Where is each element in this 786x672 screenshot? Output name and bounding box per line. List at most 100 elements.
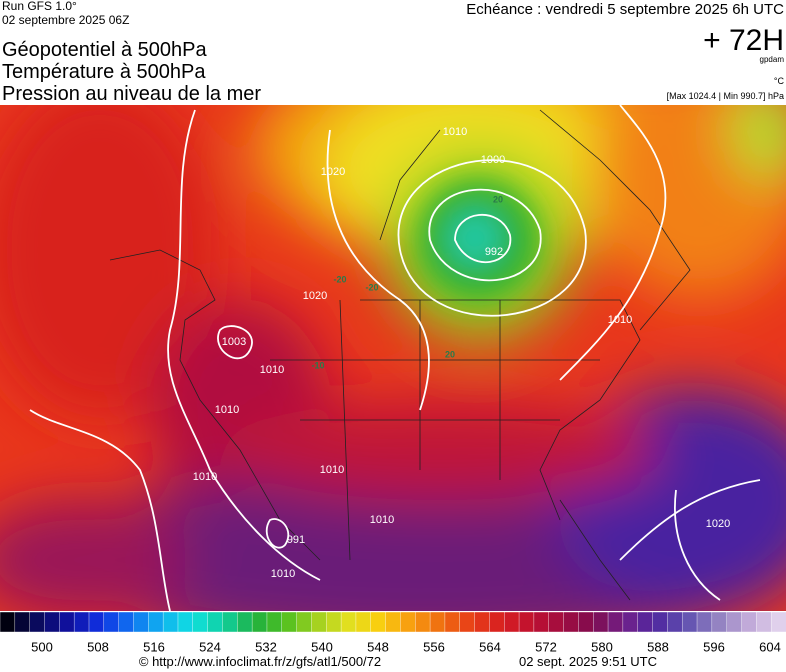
title-line: Géopotentiel à 500hPa (2, 39, 207, 61)
isoline-label: 20 (445, 349, 455, 359)
colorbar-swatch (681, 611, 698, 633)
colorbar-swatch (192, 611, 209, 633)
colorbar-swatch (474, 611, 491, 633)
isoline-label: 991 (287, 534, 305, 546)
colorbar-swatch (370, 611, 387, 633)
title-line: Pression au niveau de la mer (2, 83, 261, 105)
isoline-label: 1010 (370, 514, 394, 526)
lead-time: + 72H (703, 24, 784, 57)
colorbar-swatch (711, 611, 728, 633)
colorbar-swatch (696, 611, 713, 633)
colorbar-swatch (652, 611, 669, 633)
colorbar-swatch (177, 611, 194, 633)
colorbar-swatch (281, 611, 298, 633)
colorbar-swatch (756, 611, 772, 633)
isoline-label: 1020 (706, 518, 730, 530)
map-field (0, 105, 786, 611)
colorbar-swatch (88, 611, 105, 633)
colorbar-tick-label: 580 (591, 639, 613, 654)
colorbar-swatch (459, 611, 476, 633)
isoline-label: -20 (333, 274, 346, 284)
isoline-label: 1020 (303, 290, 327, 302)
colorbar-swatch (415, 611, 431, 633)
colorbar-swatch (340, 611, 357, 633)
colorbar-tick-label: 508 (87, 639, 109, 654)
colorbar-swatch (222, 611, 238, 633)
colorbar-swatch (296, 611, 313, 633)
forecast-time: Echéance : vendredi 5 septembre 2025 6h … (466, 1, 784, 18)
colorbar: 500 508 516 524 532 540 548 556 564 572 580 588 596 6… (0, 611, 786, 654)
colorbar-swatch (326, 611, 342, 633)
colorbar-tick-label: 556 (423, 639, 445, 654)
colorbar-swatch (667, 611, 683, 633)
isoline-label: 992 (485, 246, 503, 258)
colorbar-swatch (637, 611, 654, 633)
colorbar-swatch (207, 611, 224, 633)
colorbar-tick-label: 572 (535, 639, 557, 654)
colorbar-tick-label: 516 (143, 639, 165, 654)
isoline-label: 1010 (443, 126, 467, 138)
unit-gpdam: gpdam (760, 55, 785, 64)
colorbar-swatch (726, 611, 743, 633)
run-date: 02 septembre 2025 06Z (2, 13, 129, 27)
colorbar-swatch (741, 611, 758, 633)
isoline-label: -10 (311, 360, 324, 370)
colorbar-tick-label: 500 (31, 639, 53, 654)
colorbar-tick-label: 596 (703, 639, 725, 654)
colorbar-swatch (770, 611, 786, 633)
isoline-label: 1010 (260, 364, 284, 376)
timestamp: 02 sept. 2025 9:51 UTC (519, 654, 657, 669)
colorbar-swatch (103, 611, 120, 633)
colorbar-swatch (251, 611, 268, 633)
unit-celsius: °C (774, 76, 785, 86)
pressure-range: [Max 1024.4 | Min 990.7] hPa (667, 91, 784, 101)
isoline-label: 1010 (215, 404, 239, 416)
header: Run GFS 1.0° 02 septembre 2025 06Z Géopo… (2, 0, 784, 105)
colorbar-swatch (593, 611, 609, 633)
colorbar-swatch (133, 611, 150, 633)
isoline-label: 1010 (271, 568, 295, 580)
isoline-label: -20 (365, 282, 378, 292)
isoline-label: 1020 (321, 166, 345, 178)
colorbar-swatch (607, 611, 624, 633)
isoline-label: 20 (493, 194, 503, 204)
colorbar-swatch (73, 611, 90, 633)
colorbar-tick-label: 588 (647, 639, 669, 654)
isoline-labels: 992 1000 1010 1020 1020 1003 1010 1010 1010 1010 1… (193, 126, 730, 580)
colorbar-tick-label: 540 (311, 639, 333, 654)
colorbar-swatch (429, 611, 446, 633)
colorbar-swatch (237, 611, 253, 633)
isoline-label: 1010 (193, 471, 217, 483)
colorbar-swatch (266, 611, 283, 633)
colorbar-swatch (563, 611, 580, 633)
colorbar-swatch (548, 611, 565, 633)
colorbar-swatch (355, 611, 372, 633)
colorbar-swatch (162, 611, 179, 633)
isoline-label: 1010 (608, 314, 632, 326)
colorbar-swatch (504, 611, 520, 633)
colorbar-swatch (622, 611, 639, 633)
colorbar-swatch (400, 611, 416, 633)
colorbar-swatch (118, 611, 135, 633)
colorbar-swatch (148, 611, 164, 633)
colorbar-tick-label: 564 (479, 639, 501, 654)
colorbar-swatch (29, 611, 46, 633)
colorbar-tick-label: 604 (759, 639, 781, 654)
isoline-label: 1010 (320, 464, 344, 476)
colorbar-swatch (489, 611, 505, 633)
colorbar-tick-label: 524 (199, 639, 221, 654)
title-line: Température à 500hPa (2, 61, 206, 83)
colorbar-swatch (385, 611, 402, 633)
run-label: Run GFS 1.0° (2, 0, 77, 13)
colorbar-swatch (0, 611, 16, 633)
colorbar-tick-label: 548 (367, 639, 389, 654)
colorbar-swatch (578, 611, 594, 633)
source-url: © http://www.infoclimat.fr/z/gfs/atl1/50… (139, 654, 381, 669)
colorbar-swatch (444, 611, 461, 633)
colorbar-tick-label: 532 (255, 639, 277, 654)
isoline-label: 1000 (481, 154, 505, 166)
colorbar-swatch (311, 611, 327, 633)
colorbar-swatch (44, 611, 61, 633)
colorbar-swatch (14, 611, 31, 633)
